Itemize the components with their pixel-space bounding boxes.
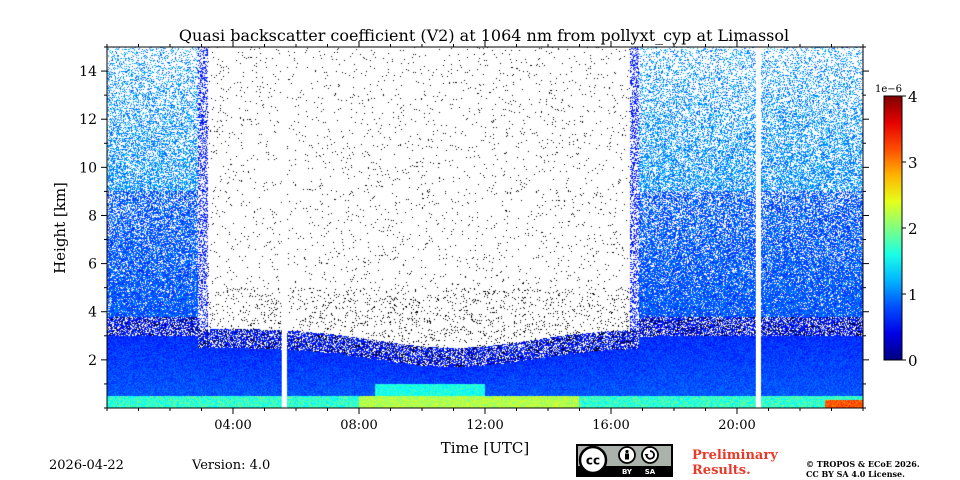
y-tick-label: 12 [79, 112, 97, 128]
svg-text:SA: SA [645, 468, 656, 476]
copyright-notice: © TROPOS & ECoE 2026. CC BY SA 4.0 Licen… [806, 459, 920, 479]
y-tick-label: 10 [79, 160, 97, 176]
backscatter-heatmap-raster [107, 47, 863, 408]
colorbar-tick-label: 2 [908, 220, 918, 238]
x-tick-label: 04:00 [214, 418, 251, 433]
colorbar-tick-label: 3 [908, 154, 918, 172]
copyright-line-1: © TROPOS & ECoE 2026. [806, 459, 920, 469]
y-tick-label: 2 [88, 353, 97, 369]
x-tick-label: 08:00 [340, 418, 377, 433]
data-gap-1 [281, 47, 287, 408]
copyright-line-2: CC BY SA 4.0 License. [806, 469, 905, 479]
y-axis-label: Height [km] [51, 182, 69, 274]
chart-title: Quasi backscatter coefficient (V2) at 10… [179, 26, 789, 45]
preliminary-line-1: Preliminary [692, 448, 778, 463]
y-tick-label: 6 [88, 257, 97, 273]
svg-text:BY: BY [622, 468, 633, 476]
y-tick-label: 4 [88, 305, 97, 321]
y-tick-label: 8 [88, 208, 97, 224]
colorbar-tick-label: 4 [908, 88, 918, 106]
preliminary-notice: Preliminary Results. [692, 448, 778, 478]
x-axis-label: Time [UTC] [441, 439, 530, 457]
axes: 04:00 08:00 12:00 16:00 20:00 2 4 6 8 10 12 14 [79, 41, 869, 433]
sa-share-alike-icon [641, 446, 659, 464]
x-tick-label: 16:00 [592, 418, 629, 433]
colorbar-tick-label: 0 [908, 352, 918, 370]
version-label: Version: 4.0 [192, 458, 271, 473]
y-tick-label: 14 [79, 64, 97, 80]
colorbar-tick-label: 1 [908, 286, 918, 304]
data-gap-2 [755, 47, 761, 408]
colorbar: 0 1 2 3 4 1e−6 [875, 84, 918, 370]
cc-license-badge: cc BY SA [576, 444, 673, 477]
colorbar-exponent-label: 1e−6 [875, 84, 902, 95]
svg-text:cc: cc [586, 454, 600, 468]
plot-area [107, 47, 863, 408]
date-label: 2026-04-22 [49, 458, 124, 473]
x-tick-label: 12:00 [466, 418, 503, 433]
preliminary-line-2: Results. [692, 463, 751, 478]
x-tick-label: 20:00 [718, 418, 755, 433]
colorbar-gradient [883, 95, 903, 361]
cc-icon [578, 445, 608, 475]
